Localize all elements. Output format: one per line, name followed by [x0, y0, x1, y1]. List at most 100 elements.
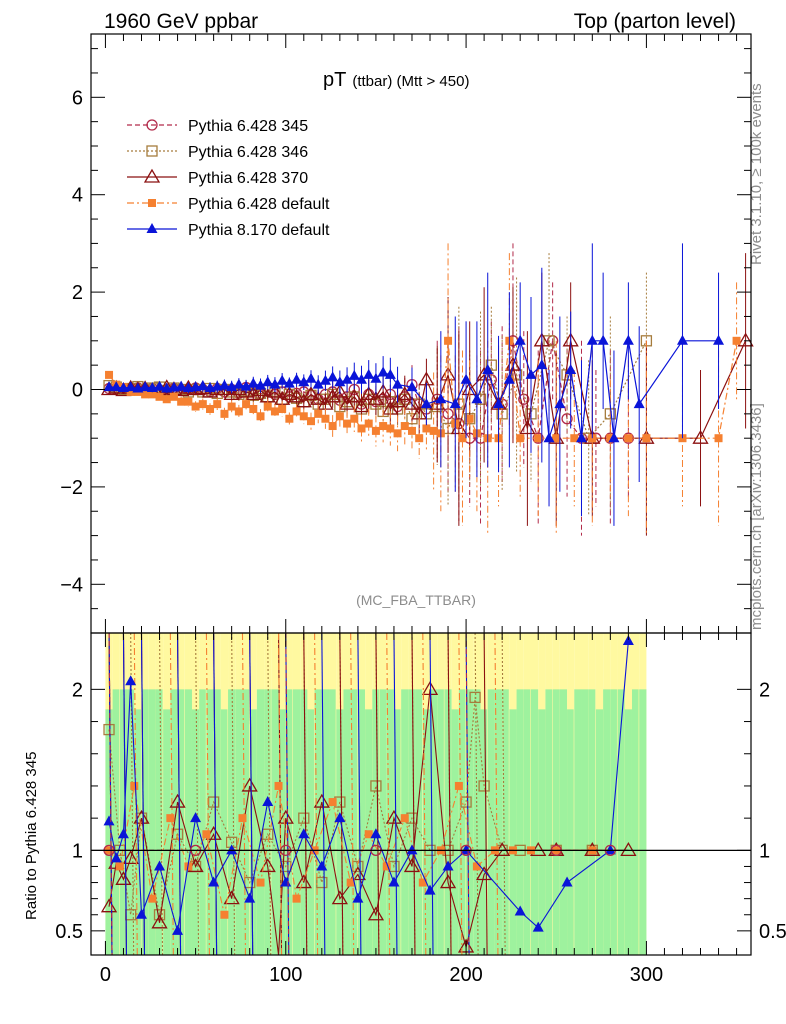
green-band-57: [516, 689, 524, 955]
data-point-30: [321, 414, 330, 423]
green-band-0: [105, 709, 113, 955]
green-band-74: [639, 689, 647, 955]
ratio-line-1: [108, 689, 629, 956]
green-band-45: [430, 689, 438, 955]
ratio-point-21: [472, 862, 481, 871]
green-band-26: [292, 689, 301, 955]
ratio-point-10: [241, 777, 258, 792]
data-point-55: [516, 434, 525, 443]
ratio-spike-16: [339, 632, 344, 956]
green-band-37: [372, 689, 379, 955]
data-point-19: [240, 380, 252, 391]
data-point-34: [350, 414, 359, 423]
data-point-7: [155, 392, 164, 401]
green-band-22: [264, 689, 271, 955]
ratio-point-1: [110, 852, 122, 863]
data-point-34: [348, 369, 360, 380]
green-band-1: [112, 689, 120, 955]
data-point-13: [197, 380, 209, 391]
data-point-33: [341, 373, 353, 384]
data-point-35: [357, 424, 366, 433]
ratio-y-tick-label-right-2: 2: [759, 679, 770, 701]
data-point-47: [482, 364, 494, 375]
data-point-20: [245, 386, 262, 401]
data-point-36: [364, 419, 373, 428]
ratio-spike-24: [483, 632, 488, 956]
green-band-41: [401, 689, 409, 955]
green-band-23: [271, 689, 279, 955]
ratio-point-29: [620, 842, 637, 856]
data-point-44: [422, 424, 431, 433]
green-band-13: [199, 689, 206, 955]
data-point-62: [676, 334, 688, 345]
data-point-57: [552, 434, 561, 443]
ratio-point-13: [328, 798, 337, 807]
data-point-22: [262, 376, 274, 387]
data-point-16: [220, 409, 229, 418]
green-band-50: [466, 689, 474, 955]
green-band-56: [509, 709, 517, 955]
data-point-61: [624, 434, 633, 443]
axes-layer: −4 −2 0 2 4 6 0 100 200 300 0.5 0.5 1 1 2 2: [55, 33, 786, 986]
green-band-72: [624, 709, 632, 955]
data-point-59: [608, 432, 620, 443]
ratio-point-13: [277, 809, 294, 824]
ratio-point-8: [208, 876, 220, 887]
data-point-22: [263, 402, 272, 411]
ratio-point-24: [532, 921, 544, 932]
green-band-60: [538, 709, 546, 955]
data-point-40: [392, 378, 404, 389]
green-band-49: [458, 689, 466, 955]
green-band-48: [451, 709, 459, 955]
data-point-37: [370, 372, 382, 383]
green-band-19: [242, 689, 250, 955]
ratio-spike-20: [429, 632, 434, 956]
data-point-27: [298, 376, 310, 387]
data-point-45: [429, 426, 438, 435]
ratio-spike-12: [314, 632, 319, 956]
ratio-point-4: [166, 814, 175, 823]
ratio-point-0: [103, 723, 115, 736]
ratio-point-16: [352, 892, 364, 903]
ratio-point-27: [622, 635, 634, 646]
data-point-41: [406, 381, 418, 392]
data-point-58: [570, 434, 579, 443]
green-band-70: [610, 689, 617, 955]
ratio-point-15: [352, 860, 364, 873]
data-point-29: [312, 378, 324, 389]
data-point-16: [218, 379, 230, 390]
data-point-3: [126, 387, 135, 396]
green-band-18: [235, 689, 243, 955]
ratio-point-17: [400, 814, 409, 823]
legend-marker-1: [146, 145, 158, 157]
green-band-21: [256, 689, 265, 955]
ratio-point-2: [115, 871, 132, 885]
ratio-point-7: [207, 796, 220, 808]
series-2: [100, 253, 754, 536]
data-point-17: [227, 402, 236, 411]
data-point-65: [732, 336, 741, 345]
x-tick-label-1: 100: [269, 964, 302, 986]
green-band-59: [531, 689, 539, 955]
data-point-33: [343, 419, 352, 428]
data-point-31: [327, 371, 339, 382]
data-point-62: [642, 434, 651, 443]
ratio-point-11: [292, 894, 301, 903]
data-point-36: [363, 368, 375, 379]
ratio-spike-10: [267, 632, 272, 956]
legend-marker-2: [143, 168, 161, 183]
data-point-26: [291, 373, 303, 384]
data-point-13: [198, 400, 207, 409]
series-4: [103, 243, 725, 526]
ratio-spike-16: [386, 632, 391, 956]
green-band-2: [119, 689, 128, 955]
ratio-point-16: [331, 890, 348, 905]
data-point-37: [367, 390, 385, 405]
data-point-59: [737, 332, 754, 347]
data-point-32: [335, 412, 344, 421]
data-point-28: [302, 386, 320, 401]
data-point-27: [299, 412, 308, 421]
data-point-30: [319, 374, 331, 385]
data-point-48: [493, 398, 505, 409]
